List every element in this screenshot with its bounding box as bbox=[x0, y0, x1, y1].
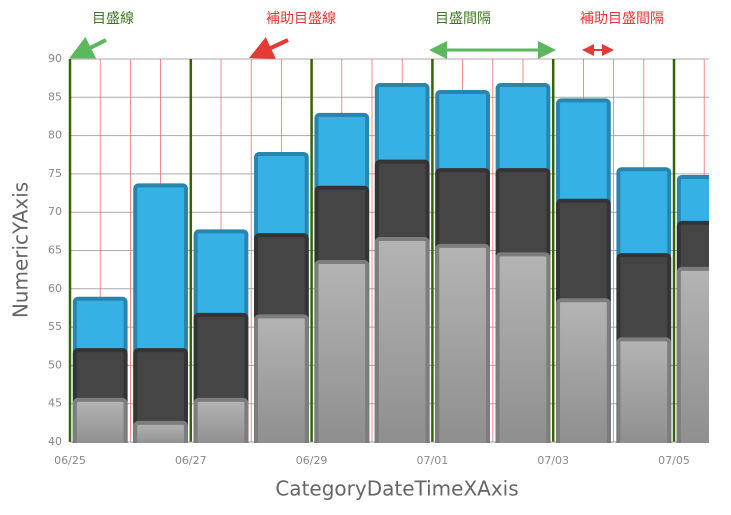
bar bbox=[133, 348, 188, 443]
annotation: 目盛間隔 bbox=[435, 11, 491, 27]
bar bbox=[435, 243, 490, 443]
bar bbox=[254, 314, 309, 443]
bar bbox=[72, 397, 128, 443]
bar bbox=[193, 397, 249, 443]
bar bbox=[616, 337, 672, 443]
y-tick-label: 90 bbox=[48, 52, 62, 65]
bar bbox=[314, 259, 370, 443]
bar bbox=[133, 420, 188, 443]
bar bbox=[676, 266, 709, 443]
y-tick-label: 70 bbox=[48, 205, 62, 218]
y-tick-label: 85 bbox=[48, 90, 62, 103]
bar bbox=[495, 252, 551, 443]
x-tick-label: 07/01 bbox=[417, 454, 449, 467]
annotation: 補助目盛間隔 bbox=[580, 11, 664, 27]
bar bbox=[556, 298, 611, 443]
y-tick-label: 75 bbox=[48, 167, 62, 180]
y-tick-label: 55 bbox=[48, 320, 62, 333]
x-tick-label: 06/25 bbox=[54, 454, 86, 467]
x-axis-title: CategoryDateTimeXAxis bbox=[275, 477, 518, 501]
bar bbox=[374, 237, 430, 443]
y-tick-label: 65 bbox=[48, 244, 62, 257]
x-tick-label: 06/27 bbox=[175, 454, 207, 467]
x-tick-label: 06/29 bbox=[296, 454, 328, 467]
x-tick-label: 07/03 bbox=[537, 454, 569, 467]
y-axis-title: NumericYAxis bbox=[9, 182, 33, 318]
annotation: 補助目盛線 bbox=[266, 11, 336, 27]
y-tick-label: 40 bbox=[48, 435, 62, 448]
y-tick-label: 60 bbox=[48, 282, 62, 295]
x-tick-label: 07/05 bbox=[658, 454, 690, 467]
arrow bbox=[249, 37, 289, 59]
y-tick-label: 50 bbox=[48, 358, 62, 371]
y-tick-label: 80 bbox=[48, 129, 62, 142]
annotation: 目盛線 bbox=[92, 11, 134, 27]
arrow bbox=[69, 36, 107, 59]
y-tick-label: 45 bbox=[48, 397, 62, 410]
